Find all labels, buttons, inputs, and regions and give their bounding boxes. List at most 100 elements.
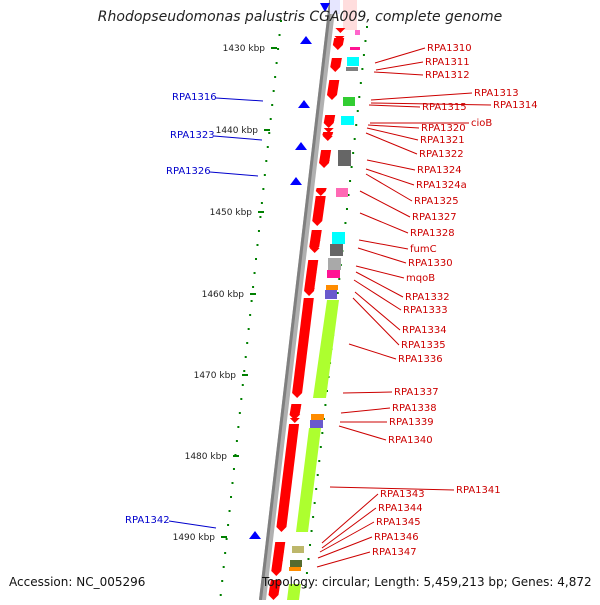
scale-dot (265, 160, 268, 162)
scale-dot (224, 552, 227, 554)
top-feature-strip (355, 30, 360, 35)
scale-dot (366, 26, 368, 28)
cog-box (346, 67, 358, 71)
gene-chevron (334, 36, 345, 41)
scale-dot (312, 516, 315, 518)
locus-label-right: RPA1325 (414, 196, 459, 207)
cog-box (326, 285, 338, 290)
scale-dot (269, 118, 272, 120)
rna-marker (249, 531, 261, 539)
locus-label-right: RPA1335 (401, 340, 446, 351)
scale-dot (228, 510, 231, 512)
label-leader (374, 47, 426, 64)
locus-label-right: RPA1313 (474, 88, 519, 99)
label-leader (342, 391, 393, 394)
scale-dot (272, 90, 275, 92)
gene-chevron (323, 128, 334, 133)
scale-dot (246, 342, 249, 344)
label-leader (359, 190, 411, 218)
locus-label-left: RPA1316 (172, 92, 217, 103)
locus-label-right: RPA1312 (425, 70, 470, 81)
scale-dot (275, 62, 278, 64)
scale-tick-label: 1470 kbp (194, 371, 237, 381)
gene-block (271, 542, 286, 576)
rna-marker (298, 100, 310, 108)
gene-chevron (273, 560, 284, 565)
scale-dot (266, 146, 269, 148)
rna-marker (320, 3, 330, 12)
gene-block (312, 196, 326, 226)
scale-dot (345, 208, 348, 210)
label-leader (365, 173, 413, 202)
scale-dot (247, 328, 250, 330)
locus-label-right: RPA1321 (420, 135, 465, 146)
locus-label-right: RPA1320 (421, 123, 466, 134)
rna-marker (300, 36, 312, 44)
locus-label-right: RPA1330 (408, 258, 453, 269)
scale-tick-label: 1430 kbp (223, 44, 266, 54)
gene-chevron (290, 408, 301, 413)
gene-chevron (289, 418, 300, 423)
locus-label-right: RPA1341 (456, 485, 501, 496)
scale-tick-mark (258, 211, 264, 213)
gene-block (276, 424, 300, 532)
gene-chevron (322, 136, 333, 141)
locus-label-right: fumC (410, 244, 437, 255)
label-leader (355, 271, 404, 298)
locus-label-right: mqoB (406, 273, 435, 284)
locus-label-right: RPA1345 (376, 517, 421, 528)
label-leader (370, 102, 492, 106)
cog-box (292, 546, 304, 553)
label-leader (321, 507, 377, 549)
scale-dot (310, 530, 313, 532)
scale-tick-label: 1490 kbp (173, 533, 216, 543)
label-leader (368, 104, 421, 108)
scale-dot (231, 482, 234, 484)
label-leader (357, 247, 407, 264)
scale-dot (260, 202, 263, 204)
map-title: Rhodopseudomonas palustris CGA009, compl… (97, 9, 503, 25)
locus-label-right: RPA1344 (378, 503, 423, 514)
locus-label-right: RPA1328 (410, 228, 455, 239)
cog-stripe (287, 584, 301, 600)
locus-label-right: cioB (471, 118, 492, 129)
scale-dot (259, 216, 262, 218)
locus-label-right: RPA1314 (493, 100, 538, 111)
scale-dot (225, 538, 228, 540)
locus-label-right: RPA1347 (372, 547, 417, 558)
scale-tick-label: 1440 kbp (216, 126, 259, 136)
locus-label-right: RPA1333 (403, 305, 448, 316)
label-leader (366, 127, 419, 141)
scale-dot (235, 440, 238, 442)
scale-dot (338, 278, 341, 280)
label-leader (215, 97, 264, 102)
label-leader (329, 486, 455, 491)
locus-label-right: RPA1337 (394, 387, 439, 398)
cog-box (336, 188, 348, 197)
genome-summary-text: Topology: circular; Length: 5,459,213 bp… (262, 575, 592, 589)
scale-dot (336, 292, 339, 294)
scale-tick-mark (264, 129, 270, 131)
scale-dot (277, 48, 280, 50)
label-leader (354, 291, 401, 331)
scale-tick-mark (271, 47, 277, 49)
gene-chevron (319, 160, 330, 165)
scale-tick-label: 1480 kbp (185, 452, 228, 462)
cog-box (350, 47, 360, 50)
scale-dot (304, 586, 307, 588)
label-leader (358, 239, 409, 250)
cog-box (311, 414, 324, 420)
gene-chevron (274, 552, 285, 557)
scale-dot (241, 384, 244, 386)
cog-box (338, 150, 351, 166)
scale-dot (321, 432, 324, 434)
label-leader (370, 92, 473, 101)
scale-dot (252, 286, 255, 288)
label-leader (375, 61, 424, 71)
scale-dot (316, 474, 319, 476)
label-leader (367, 124, 420, 129)
cog-box (289, 567, 301, 571)
rna-marker (290, 177, 302, 185)
scale-dot (230, 496, 233, 498)
